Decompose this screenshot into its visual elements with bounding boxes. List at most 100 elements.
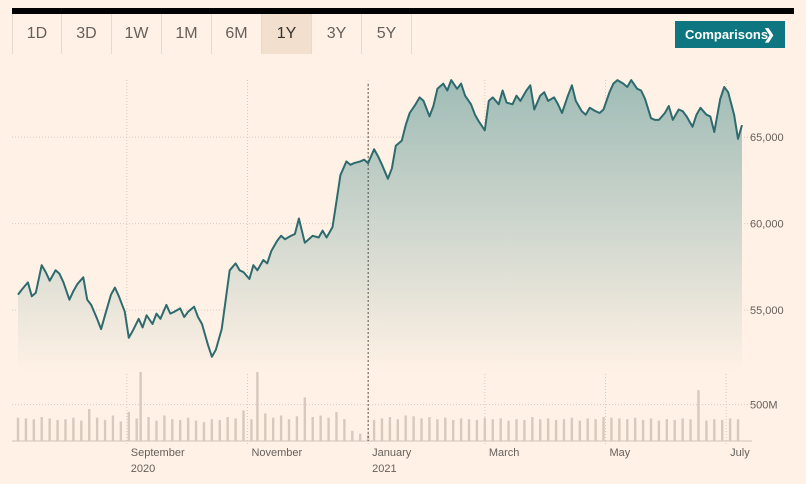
price-area-fill xyxy=(18,80,742,372)
comparisons-button[interactable]: Comparisons ❯ xyxy=(675,21,785,48)
volume-bar xyxy=(250,419,253,441)
volume-bar xyxy=(451,419,455,441)
volume-bar xyxy=(689,419,692,441)
volume-bar xyxy=(218,419,221,441)
volume-bar xyxy=(295,416,299,441)
volume-bar xyxy=(135,418,138,441)
comparisons-label: Comparisons xyxy=(685,27,769,42)
range-tab-1y[interactable]: 1Y xyxy=(262,14,312,54)
volume-bar xyxy=(412,416,415,441)
volume-bar xyxy=(578,420,581,441)
volume-bar xyxy=(436,419,439,441)
range-tab-1d[interactable]: 1D xyxy=(12,14,62,54)
volume-bar xyxy=(721,419,724,441)
volume-bar xyxy=(396,419,400,441)
volume-bar xyxy=(127,411,130,441)
volume-bar xyxy=(665,419,669,441)
volume-bar xyxy=(16,417,20,441)
volume-bar xyxy=(697,390,700,441)
volume-bar xyxy=(610,417,613,441)
volume-bar xyxy=(705,420,708,441)
y-axis-labels: 55,000 60,000 65,000 500M xyxy=(750,132,784,411)
volume-bar xyxy=(351,430,354,441)
volume-bar xyxy=(210,419,214,441)
volume-bar xyxy=(88,409,91,441)
x-tick-label: July xyxy=(730,447,750,459)
volume-bar xyxy=(103,419,107,441)
volume-bar xyxy=(179,419,182,441)
volume-bar xyxy=(483,417,487,441)
volume-bar xyxy=(303,397,307,441)
volume-bar xyxy=(602,417,605,441)
volume-bar xyxy=(554,419,558,441)
volume-bar xyxy=(48,418,51,441)
range-tab-5y[interactable]: 5Y xyxy=(362,14,412,54)
range-tab-3d[interactable]: 3D xyxy=(62,14,112,54)
y-tick-label: 55,000 xyxy=(750,305,784,317)
volume-bar xyxy=(95,417,99,441)
y-tick-label: 60,000 xyxy=(750,219,784,231)
volume-bar xyxy=(155,420,158,441)
chevron-right-icon: ❯ xyxy=(763,26,775,42)
volume-bar xyxy=(681,418,684,441)
volume-bar xyxy=(56,419,59,441)
x-tick-label: May xyxy=(610,447,631,459)
x-tick-label: November xyxy=(251,447,302,459)
volume-bar xyxy=(586,418,589,441)
volume-bar xyxy=(618,418,621,441)
volume-bar xyxy=(256,369,259,441)
volume-bar xyxy=(32,419,36,441)
x-tick-label: September xyxy=(131,447,185,459)
volume-bar xyxy=(594,419,597,441)
x-axis-labels: September 2020 November January 2021 March May… xyxy=(131,447,750,475)
volume-bar xyxy=(264,413,267,441)
volume-bar xyxy=(728,418,732,441)
volume-bar xyxy=(171,419,174,441)
volume-bar xyxy=(499,418,502,441)
volume-bar xyxy=(366,435,370,441)
volume-bar xyxy=(531,417,534,441)
volume-bar xyxy=(404,415,407,441)
volume-bar xyxy=(507,420,510,441)
volume-bar xyxy=(335,411,338,441)
volume-bar xyxy=(319,415,322,441)
volume-bar xyxy=(523,419,526,441)
volume-bar xyxy=(111,415,115,441)
volume-bar xyxy=(119,421,123,441)
volume-bar xyxy=(242,410,245,441)
volume-bar xyxy=(24,418,28,441)
range-tab-6m[interactable]: 6M xyxy=(212,14,262,54)
x-tick-year-label: 2021 xyxy=(372,463,396,475)
volume-bar xyxy=(467,419,471,441)
volume-bar xyxy=(713,419,716,441)
volume-bar xyxy=(40,417,43,441)
volume-axis-label: 500M xyxy=(750,400,778,412)
volume-bar xyxy=(428,417,431,441)
volume-bar xyxy=(64,419,67,441)
volume-bar xyxy=(546,418,550,441)
volume-bar xyxy=(475,419,479,441)
volume-bar xyxy=(491,419,494,441)
volume-bar xyxy=(359,433,362,441)
range-tab-1w[interactable]: 1W xyxy=(112,14,162,54)
price-area xyxy=(18,80,742,372)
volume-bar xyxy=(570,417,574,441)
volume-bar xyxy=(234,418,237,441)
volume-bar xyxy=(226,417,229,441)
volume-bar xyxy=(673,419,676,441)
volume-bar xyxy=(163,415,166,441)
volume-bar xyxy=(420,418,423,441)
volume-bar xyxy=(459,418,463,441)
volume-bar xyxy=(444,417,447,441)
range-tab-3y[interactable]: 3Y xyxy=(312,14,362,54)
volume-bar xyxy=(641,419,645,441)
volume-bar xyxy=(271,417,275,441)
x-tick-label: March xyxy=(489,447,520,459)
price-series-line xyxy=(17,79,743,358)
range-tab-1m[interactable]: 1M xyxy=(162,14,212,54)
volume-bar xyxy=(515,419,518,441)
volume-bar xyxy=(287,419,291,441)
volume-bar xyxy=(562,419,566,441)
volume-bar xyxy=(80,420,83,441)
